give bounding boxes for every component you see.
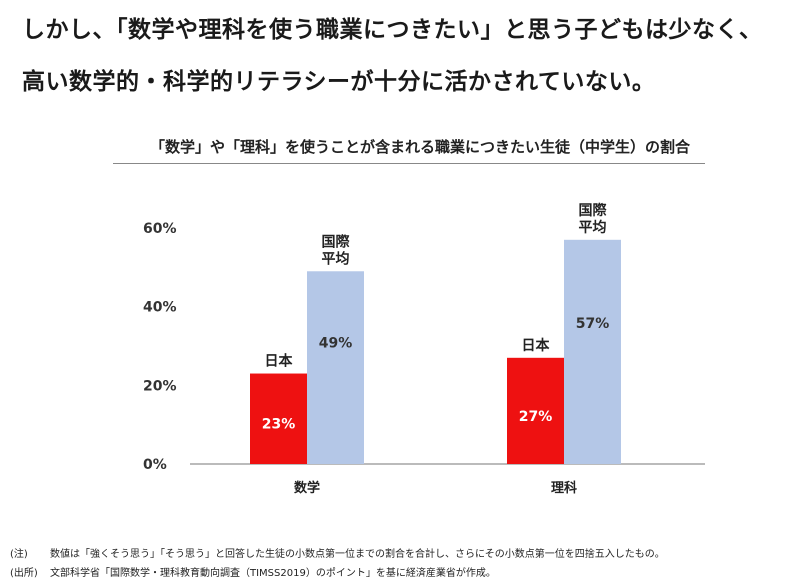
headline-line-2: 高い数学的・科学的リテラシーが十分に活かされていない。: [22, 69, 656, 95]
y-tick-label: 20%: [143, 378, 177, 394]
y-tick-label: 0%: [143, 457, 167, 473]
title-divider: [113, 163, 705, 164]
x-tick-label: 理科: [551, 480, 577, 496]
data-label: 49%: [319, 336, 353, 352]
series-name-label: 平均: [322, 250, 350, 267]
footnote-text: 数値は「強くそう思う」「そう思う」と回答した生徒の小数点第一位までの割合を合計し…: [50, 549, 665, 560]
x-tick-label: 数学: [294, 480, 320, 496]
series-name-label: 日本: [265, 353, 294, 370]
chart-title: 「数学」や「理科」を使うことが含まれる職業につきたい生徒（中学生）の割合: [150, 138, 691, 156]
source-label: (出所): [10, 568, 38, 579]
series-name-label: 国際: [322, 233, 351, 250]
series-name-label: 国際: [579, 202, 608, 219]
data-label: 23%: [262, 416, 296, 432]
bar: [250, 373, 307, 464]
series-name-label: 日本: [522, 337, 551, 354]
data-label: 57%: [576, 316, 610, 332]
footnote: (注) 数値は「強くそう思う」「そう思う」と回答した生徒の小数点第一位までの割合を…: [10, 545, 665, 560]
source-text: 文部科学省「国際数学・理科教育動向調査（TIMSS2019）のポイント」を基に経…: [50, 568, 496, 579]
y-tick-label: 60%: [143, 221, 177, 237]
source-note: (出所) 文部科学省「国際数学・理科教育動向調査（TIMSS2019）のポイント」…: [10, 564, 496, 579]
series-name-label: 平均: [579, 219, 607, 236]
headline-line-1: しかし、「数学や理科を使う職業につきたい」と思う子どもは少なく、: [22, 17, 763, 43]
y-tick-label: 40%: [143, 300, 177, 316]
data-label: 27%: [519, 409, 553, 425]
footnote-label: (注): [10, 549, 28, 560]
bar: [564, 239, 621, 464]
bar: [507, 357, 564, 464]
bar: [307, 271, 364, 464]
